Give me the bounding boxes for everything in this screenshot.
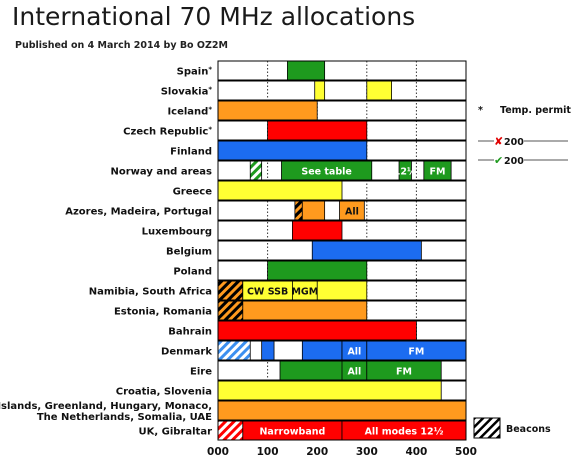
bar-label: FM: [430, 167, 446, 178]
cross-icon: ✘: [494, 135, 503, 148]
bar-label: All: [345, 207, 359, 218]
bar-label: CW SSB: [247, 287, 288, 298]
bar-segment: [217, 400, 467, 421]
country-label: Iceland*: [167, 106, 212, 118]
row-border: [217, 300, 467, 321]
row-border: [217, 280, 467, 301]
check-icon: ✔: [494, 154, 503, 167]
bars-layer: See table 12½ FM All CW SSB MGM All FM All FM Narr…: [217, 60, 467, 441]
country-label: Slovakia*: [161, 86, 213, 98]
row-border: [217, 360, 467, 381]
country-label: Azores, Madeira, Portugal: [65, 207, 212, 218]
beacons-legend-swatch: [473, 417, 501, 439]
bar-segment: [311, 240, 422, 261]
bar-label: Narrowband: [259, 427, 325, 438]
bar-segment: [217, 420, 244, 441]
bar-segment: [287, 60, 326, 81]
country-label: Eire: [190, 367, 212, 378]
bar-segment: [242, 300, 368, 321]
bar-segment: [314, 80, 326, 101]
x-tick-label: 300: [356, 446, 378, 456]
country-label: Greece: [173, 187, 213, 198]
temp-permit-marker: *: [478, 105, 483, 116]
bar-label: All modes 12½: [365, 427, 444, 438]
bar-segment: [217, 380, 442, 401]
country-label: Faeroe Islands, Greenland, Hungary, Mona…: [0, 401, 212, 423]
x-tick-label: 000: [207, 446, 229, 456]
bar-segment: [267, 120, 368, 141]
bar-segment: [217, 100, 318, 121]
bar-segment: [294, 200, 303, 221]
country-label: Luxembourg: [142, 227, 212, 238]
labels-layer: Spain* Slovakia* Iceland* Czech Republic* Fi…: [0, 66, 212, 438]
row-border: [217, 260, 467, 281]
row-border: [217, 140, 467, 161]
bar-segment: [217, 320, 417, 341]
bar-label: MGM: [291, 287, 318, 298]
x-tick-label: 100: [257, 446, 279, 456]
country-label: Belgium: [166, 247, 212, 258]
country-label: Croatia, Slovenia: [116, 387, 212, 398]
country-label: Estonia, Romania: [114, 307, 212, 318]
row-border: [217, 120, 467, 141]
bar-label: See table: [301, 167, 352, 178]
bar-segment: [291, 220, 343, 241]
chart-subtitle: Published on 4 March 2014 by Bo OZ2M: [15, 40, 228, 51]
notes-layer: * Temp. permit ✘ 200 ✔ 200 Beacons: [473, 105, 571, 439]
row-border: [217, 100, 467, 121]
bar-segment: [217, 180, 343, 201]
row-border: [217, 320, 467, 341]
row-border: [217, 220, 467, 241]
country-label: Poland: [173, 267, 212, 278]
temp-permit-label: Temp. permit: [500, 105, 571, 116]
country-label: Spain*: [177, 66, 213, 78]
country-label: Bahrain: [168, 327, 212, 338]
bar-segment: [217, 280, 244, 301]
country-label: Finland: [170, 147, 212, 158]
row-border: [217, 240, 467, 261]
bar-label: All: [347, 347, 361, 358]
row-border: [217, 340, 467, 361]
bar-segment: [217, 140, 368, 161]
x-tick-label: 200: [306, 446, 328, 456]
row-border: [217, 200, 467, 221]
bar-segment: [217, 340, 251, 361]
bar-segment: [301, 200, 326, 221]
bar-segment: [301, 340, 343, 361]
cross-200-label: 200: [504, 137, 524, 148]
row-border: [217, 60, 467, 81]
x-tick-label: 500: [455, 446, 477, 456]
country-label: Denmark: [161, 347, 212, 358]
row-border: [217, 80, 467, 101]
row-border: [217, 160, 467, 181]
bar-label: FM: [408, 347, 424, 358]
x-tick-label: 400: [405, 446, 427, 456]
row-border: [217, 420, 467, 441]
bar-label: All: [347, 367, 361, 378]
bar-label: FM: [396, 367, 412, 378]
bar-segment: [217, 300, 244, 321]
chart-title: International 70 MHz allocations: [12, 2, 416, 31]
row-border: [217, 380, 467, 401]
bar-segment: [366, 80, 392, 101]
beacons-legend-label: Beacons: [506, 424, 551, 435]
check-200-label: 200: [504, 156, 524, 167]
country-label: UK, Gibraltar: [138, 427, 212, 438]
country-label: Czech Republic*: [123, 126, 212, 138]
bar-segment: [261, 340, 275, 361]
country-label: Norway and areas: [110, 167, 212, 178]
bar-label: 12½: [394, 167, 417, 178]
row-frame: [217, 60, 467, 81]
country-label: Namibia, South Africa: [89, 287, 212, 298]
bar-segment: [267, 260, 368, 281]
row-frame: [217, 80, 467, 101]
bar-segment: [249, 160, 263, 181]
row-border: [217, 180, 467, 201]
ticks-layer: 000 100 200 300 400 500: [207, 446, 477, 456]
row-border: [217, 400, 467, 421]
